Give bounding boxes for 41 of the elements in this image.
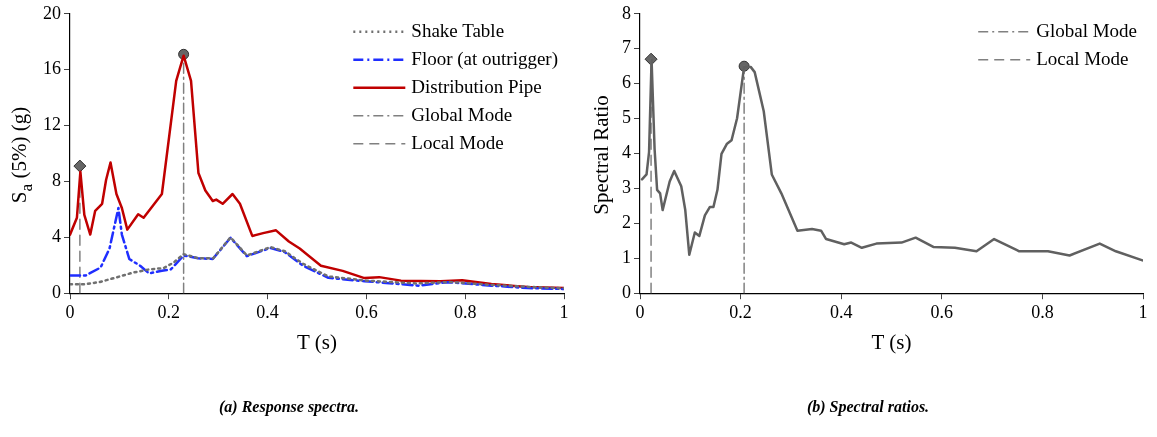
x-tick-label: 0.2: [729, 301, 752, 322]
x-tick-label: 0.6: [355, 301, 378, 322]
x-tick-label: 0.6: [930, 301, 954, 322]
y-tick-label: 4: [622, 142, 631, 163]
x-tick-label: 0.4: [256, 301, 279, 322]
y-tick-label: 0: [52, 281, 61, 302]
text: (b) Spectral ratios.: [805, 398, 931, 416]
legend-label: Floor (at outrigger): [411, 47, 558, 70]
legend-label: Local Mode: [411, 131, 504, 153]
y-tick-label: 8: [52, 170, 61, 191]
x-axis-title: T (s): [297, 329, 337, 354]
x-tick-label: 1: [559, 301, 569, 322]
y-axis-title: Spectral Ratio: [588, 95, 614, 215]
y-tick-label: 8: [622, 2, 631, 23]
x-tick-label: 0: [65, 301, 75, 322]
legend-label: Local Mode: [1036, 47, 1129, 69]
x-tick-label: 1: [1138, 301, 1148, 322]
text: (a) Response spectra.: [218, 398, 360, 416]
y-tick-label: 7: [622, 37, 631, 58]
line-series: [70, 206, 564, 291]
y-tick-label: 20: [43, 2, 61, 23]
legend-label: Shake Table: [411, 19, 505, 41]
x-tick-label: 0.8: [1031, 301, 1054, 322]
line-series: [70, 236, 564, 290]
y-tick-label: 12: [43, 114, 61, 135]
y-tick-label: 3: [622, 177, 631, 198]
y-tick-label: 16: [43, 58, 61, 79]
legend-label: Global Mode: [1036, 19, 1138, 41]
y-tick-label: 0: [622, 281, 631, 302]
y-tick-label: 1: [622, 247, 631, 268]
y-tick-label: 4: [52, 226, 61, 247]
y-tick-label: 5: [622, 107, 631, 128]
x-tick-label: 0: [635, 301, 645, 322]
legend-label: Distribution Pipe: [411, 75, 542, 97]
y-tick-label: 6: [622, 72, 631, 93]
x-axis-title: T (s): [871, 329, 912, 354]
x-tick-label: 0.2: [157, 301, 181, 322]
legend-label: Global Mode: [411, 103, 513, 125]
y-tick-label: 2: [622, 212, 631, 233]
x-tick-label: 0.4: [829, 301, 853, 322]
x-tick-label: 0.8: [453, 301, 477, 322]
